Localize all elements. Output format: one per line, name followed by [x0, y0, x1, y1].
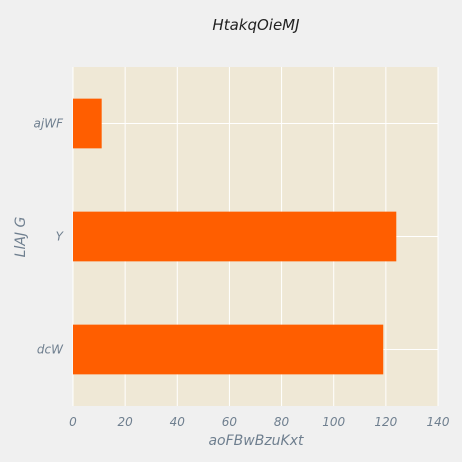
x-tick-label: 100	[322, 415, 345, 429]
x-tick-label: 120	[374, 415, 397, 429]
y-axis-label: LlAJ G	[13, 217, 29, 258]
x-tick-label: 0	[69, 415, 77, 429]
chart-title: HtakqOieMJ	[212, 16, 299, 34]
bar-ajWF	[73, 98, 102, 149]
bar-Y	[73, 211, 397, 262]
x-tick-label: 140	[427, 415, 450, 429]
x-axis-label: aoFBwBzuKxt	[208, 433, 304, 449]
bar-dcW	[73, 324, 384, 375]
x-tick-label: 80	[274, 415, 290, 429]
x-tick-label: 20	[118, 415, 134, 429]
x-tick-labels: 0 20 40 60 80 100 120 140	[69, 415, 450, 429]
y-tick-label: ajWF	[34, 117, 65, 131]
x-tick-label: 60	[222, 415, 238, 429]
y-tick-label: dcW	[37, 343, 64, 357]
bars-layer	[73, 98, 397, 375]
y-tick-label: Y	[56, 230, 65, 244]
x-tick-label: 40	[170, 415, 186, 429]
